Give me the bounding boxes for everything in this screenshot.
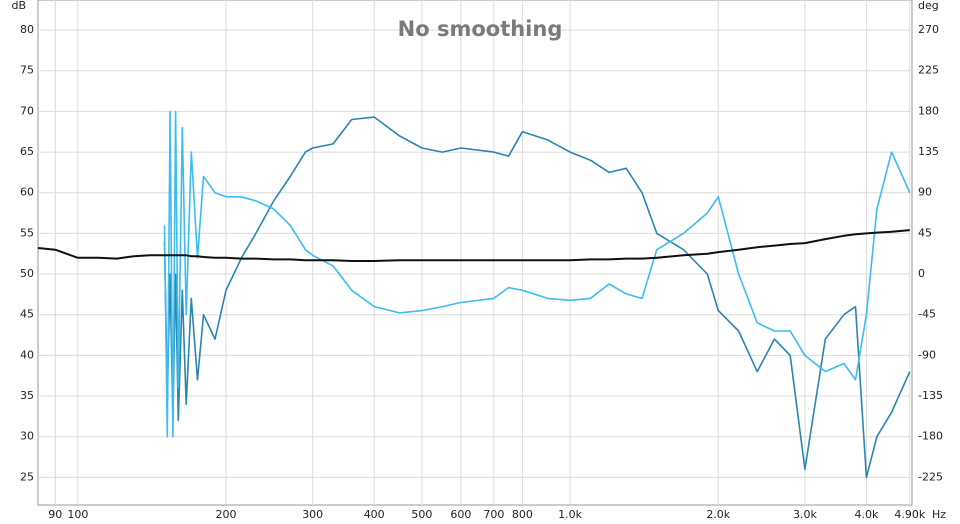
y-tick-label: 55 <box>20 226 34 239</box>
x-tick-label: 90 <box>48 508 62 521</box>
series-line <box>163 116 911 479</box>
y-axis-label: dB <box>11 0 26 12</box>
x-tick-label: 400 <box>364 508 385 521</box>
x-tick-label: 100 <box>67 508 88 521</box>
y2-tick-label: -180 <box>918 430 943 443</box>
series-line <box>37 229 910 262</box>
plot-area <box>37 0 913 506</box>
x-tick-label: 3.0k <box>793 508 817 521</box>
y2-tick-label: 0 <box>918 267 925 280</box>
x-tick-label: 300 <box>302 508 323 521</box>
y-tick-label: 75 <box>20 64 34 77</box>
x-tick-label: 600 <box>450 508 471 521</box>
y2-tick-label: 90 <box>918 186 932 199</box>
y-tick-label: 30 <box>20 430 34 443</box>
x-tick-label: 2.0k <box>706 508 730 521</box>
y-tick-label: 70 <box>20 104 34 117</box>
y-tick-label: 45 <box>20 308 34 321</box>
y2-tick-label: -45 <box>918 308 936 321</box>
x-tick-label: 200 <box>216 508 237 521</box>
y2-tick-label: 225 <box>918 64 939 77</box>
x-tick-label: 1.0k <box>558 508 582 521</box>
y2-axis-label: deg <box>918 0 939 12</box>
y2-tick-label: 180 <box>918 104 939 117</box>
x-tick-label: 700 <box>483 508 504 521</box>
y-tick-label: 65 <box>20 145 34 158</box>
x-tick-label: 4.0k <box>855 508 879 521</box>
y2-tick-label: -90 <box>918 348 936 361</box>
y2-tick-label: 135 <box>918 145 939 158</box>
y-tick-label: 80 <box>20 23 34 36</box>
x-tick-label: 500 <box>411 508 432 521</box>
y2-tick-label: 270 <box>918 23 939 36</box>
series-line <box>163 110 911 438</box>
chart-title: No smoothing <box>398 17 563 41</box>
x-tick-label: 800 <box>512 508 533 521</box>
y-tick-label: 50 <box>20 267 34 280</box>
y-tick-label: 35 <box>20 389 34 402</box>
y-tick-label: 60 <box>20 186 34 199</box>
y2-tick-label: -225 <box>918 470 943 483</box>
y-tick-label: 40 <box>20 348 34 361</box>
y2-tick-label: 45 <box>918 226 932 239</box>
y2-tick-label: -135 <box>918 389 943 402</box>
x-axis-label: Hz <box>932 508 946 521</box>
x-tick-label: 4.90k <box>894 508 925 521</box>
y-tick-label: 25 <box>20 470 34 483</box>
